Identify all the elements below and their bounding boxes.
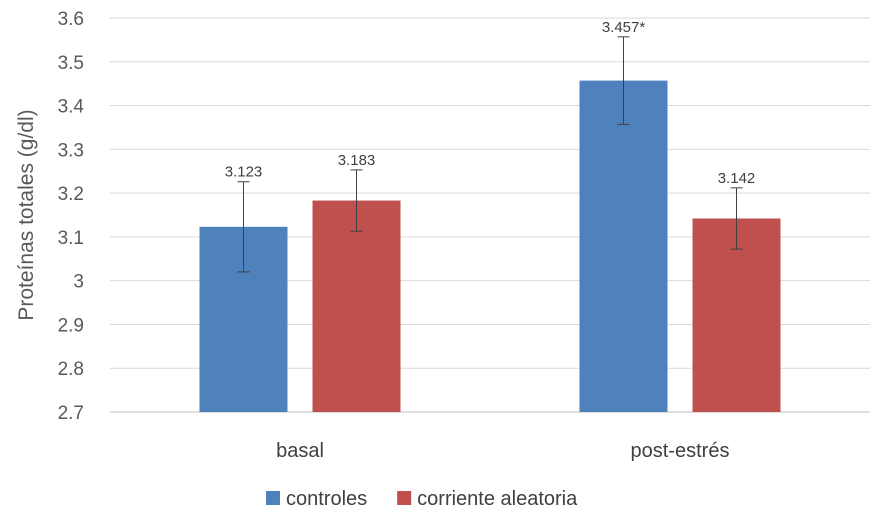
y-tick-label: 2.9 (58, 315, 84, 336)
data-label: 3.123 (225, 164, 263, 181)
x-axis-categories: basal post-estrés (276, 440, 729, 462)
y-tick-label: 3.1 (58, 228, 84, 249)
y-axis-ticks: 2.7 2.8 2.9 3 3.1 3.2 3.3 3.4 3.5 3.6 (58, 9, 85, 424)
data-label: 3.183 (338, 152, 376, 169)
y-tick-label: 3.3 (58, 140, 84, 161)
legend-swatch (397, 491, 412, 505)
bar (312, 200, 401, 412)
x-category-label: post-estrés (631, 440, 730, 462)
data-label: 3.457* (602, 19, 646, 36)
legend-label: controles (286, 488, 367, 510)
y-tick-label: 2.7 (58, 403, 84, 424)
data-label: 3.142 (718, 170, 756, 187)
legend-label: corriente aleatoria (417, 488, 578, 510)
y-axis-title: Proteínas totales (g/dl) (15, 109, 38, 320)
x-category-label: basal (276, 440, 324, 462)
y-tick-label: 3 (73, 272, 84, 293)
bar (692, 218, 781, 412)
legend-swatch (266, 491, 280, 505)
y-tick-label: 2.8 (58, 359, 84, 380)
legend: controles corriente aleatoria (266, 488, 578, 510)
y-tick-label: 3.6 (58, 9, 84, 30)
error-bars (237, 36, 743, 273)
bar (579, 80, 668, 412)
bars (199, 80, 781, 412)
y-tick-label: 3.2 (58, 184, 84, 205)
y-tick-label: 3.5 (58, 53, 84, 74)
y-tick-label: 3.4 (58, 97, 85, 118)
data-labels: 3.123 3.183 3.457* 3.142 (225, 19, 756, 187)
